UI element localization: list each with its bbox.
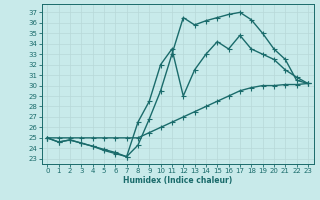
X-axis label: Humidex (Indice chaleur): Humidex (Indice chaleur) [123, 176, 232, 185]
